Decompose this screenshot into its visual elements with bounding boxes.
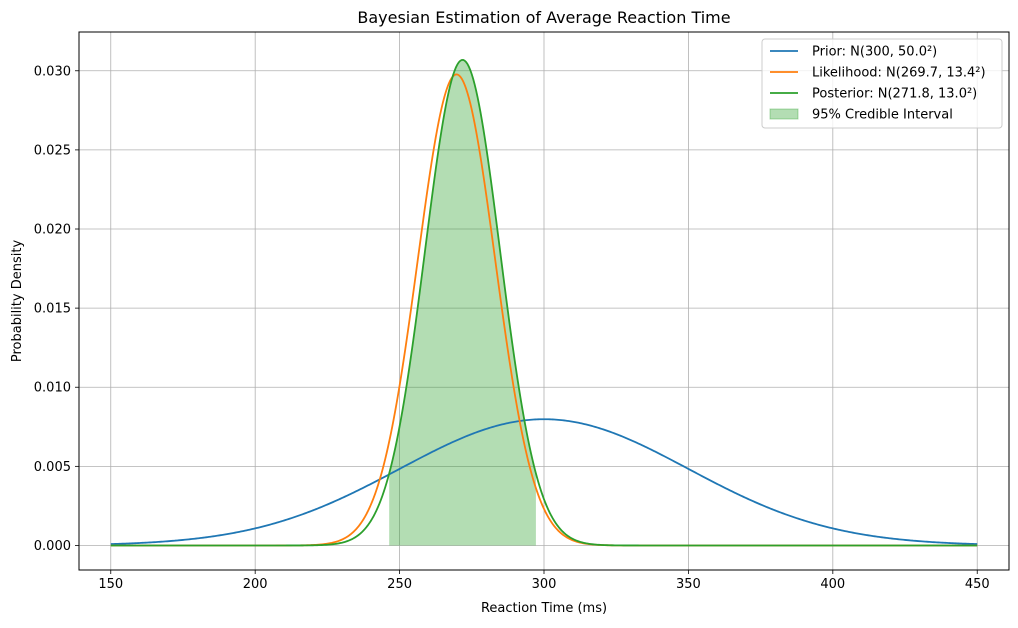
x-tick-label: 200 xyxy=(243,577,268,592)
legend-label: Likelihood: N(269.7, 13.4²) xyxy=(812,66,986,81)
y-tick-label: 0.000 xyxy=(34,539,71,554)
legend-swatch xyxy=(769,108,799,120)
x-tick-label: 450 xyxy=(965,577,990,592)
legend-box xyxy=(761,38,1003,129)
y-tick-label: 0.020 xyxy=(34,223,71,238)
x-tick-label: 300 xyxy=(532,577,557,592)
series-layer xyxy=(110,59,978,547)
y-tick-label: 0.025 xyxy=(34,143,71,158)
y-tick-label: 0.005 xyxy=(34,460,71,475)
x-axis-label: Reaction Time (ms) xyxy=(481,601,607,616)
y-tick-label: 0.015 xyxy=(34,302,71,317)
y-tick-label: 0.030 xyxy=(34,64,71,79)
legend: Prior: N(300, 50.0²) Likelihood: N(269.7,… xyxy=(761,38,1003,129)
legend-label: 95% Credible Interval xyxy=(812,108,953,123)
x-tick-label: 350 xyxy=(676,577,701,592)
legend-label: Prior: N(300, 50.0²) xyxy=(812,45,937,60)
series-line-2 xyxy=(110,59,978,547)
x-tick-label: 250 xyxy=(387,577,412,592)
y-tick-label: 0.010 xyxy=(34,381,71,396)
credible-interval-area xyxy=(389,59,536,546)
ticks-layer: 150 200 250 300 350 400 450 0.000 0.005 0.010 0.01… xyxy=(34,64,990,592)
series-line-0 xyxy=(110,418,978,545)
x-tick-label: 150 xyxy=(98,577,123,592)
y-axis-label: Probability Density xyxy=(10,240,25,363)
chart-title: Bayesian Estimation of Average Reaction … xyxy=(357,8,730,27)
credible-interval-layer xyxy=(389,59,536,546)
x-tick-label: 400 xyxy=(820,577,845,592)
legend-label: Posterior: N(271.8, 13.0²) xyxy=(812,87,977,102)
